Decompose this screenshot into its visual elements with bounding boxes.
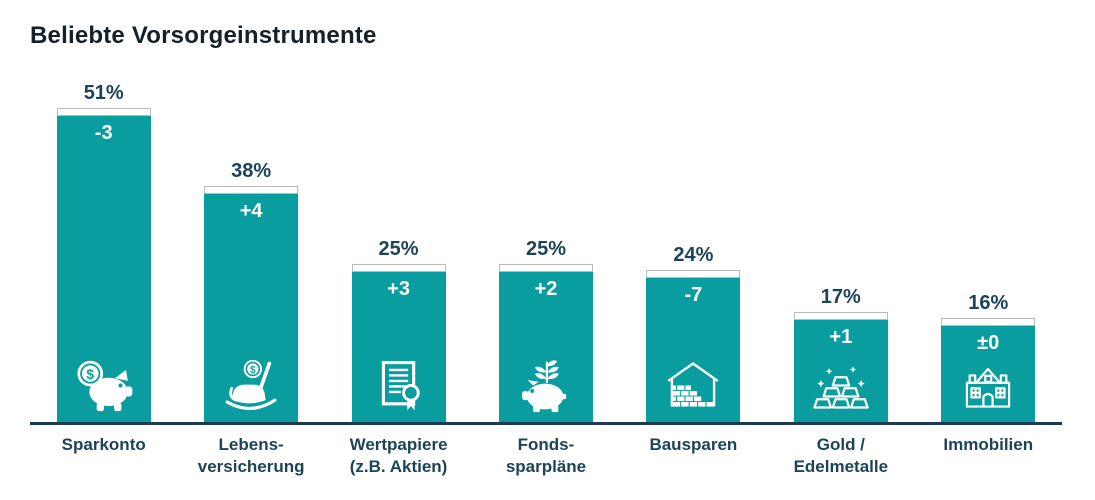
brick-house-icon: [662, 358, 724, 413]
category-label: Fonds-sparpläne: [505, 435, 587, 477]
bar-cap: [351, 264, 446, 272]
value-label: 25%: [378, 238, 419, 260]
plot-area: 51% -3 $38% +4 $25% +3 25% +2 24% -7 17% +1 16…: [30, 82, 1062, 422]
bar: -3 $: [56, 108, 151, 422]
x-axis-labels: Sparkonto Lebens-versicherung Wertpapiere(…: [30, 434, 1062, 479]
gold-bars-icon: [810, 358, 872, 413]
bar-group: 38% +4 $: [177, 82, 324, 422]
chart-title: Beliebte Vorsorgeinstrumente: [30, 22, 377, 49]
value-label: 51%: [83, 82, 124, 104]
bar-body: +4 $: [204, 194, 299, 422]
bar-group: 17% +1: [767, 82, 914, 422]
piggy-bank-plant-icon: [515, 358, 577, 413]
bar: +3: [351, 264, 446, 422]
piggy-bank-coin-icon: $: [73, 358, 135, 413]
bar: +1: [793, 312, 888, 422]
bar: +2: [498, 264, 593, 422]
bar-group: 25% +3: [325, 82, 472, 422]
value-label: 17%: [820, 286, 861, 308]
bar-cap: [793, 312, 888, 320]
value-label: 24%: [673, 244, 714, 266]
change-label: -7: [684, 284, 703, 306]
bar-body: -3 $: [56, 116, 151, 422]
bar-cap: [204, 186, 299, 194]
bar-body: -7: [646, 278, 741, 422]
bar: ±0: [941, 318, 1036, 422]
value-label: 25%: [525, 238, 566, 260]
change-label: +2: [534, 278, 558, 300]
category-label: Sparkonto: [61, 435, 146, 454]
svg-text:$: $: [250, 365, 256, 376]
change-label: +3: [387, 278, 410, 300]
bar-body: +2: [498, 272, 593, 422]
bar-chart: 51% -3 $38% +4 $25% +3 25% +2 24% -7 17% +1 16…: [30, 82, 1062, 479]
change-label: +4: [239, 200, 263, 222]
change-label: +1: [829, 326, 853, 348]
value-label: 38%: [231, 160, 272, 182]
bar-group: 16% ±0: [915, 82, 1062, 422]
change-label: ±0: [977, 332, 1000, 354]
x-axis-line: [30, 422, 1062, 425]
value-label: 16%: [968, 292, 1009, 314]
bar: -7: [646, 270, 741, 422]
bar-group: 51% -3 $: [30, 82, 177, 422]
bar: +4 $: [204, 186, 299, 422]
category-label: Lebens-versicherung: [197, 435, 305, 477]
bar-cap: [498, 264, 593, 272]
category-label: Bausparen: [649, 435, 738, 454]
bar-body: +3: [351, 272, 446, 422]
certificate-icon: [368, 358, 430, 413]
bar-body: +1: [793, 320, 888, 422]
bar-cap: [56, 108, 151, 116]
rocking-chair-coin-icon: $: [220, 358, 282, 413]
bar-cap: [646, 270, 741, 278]
category-label: Immobilien: [943, 435, 1034, 454]
bar-body: ±0: [941, 326, 1036, 422]
bar-cap: [941, 318, 1036, 326]
category-label: Gold / Edelmetalle: [793, 435, 889, 477]
bar-group: 25% +2: [472, 82, 619, 422]
svg-text:$: $: [86, 367, 94, 382]
category-label: Wertpapiere (z.B. Aktien): [349, 435, 448, 477]
change-label: -3: [94, 122, 113, 144]
house-icon: [957, 358, 1019, 413]
bar-group: 24% -7: [620, 82, 767, 422]
